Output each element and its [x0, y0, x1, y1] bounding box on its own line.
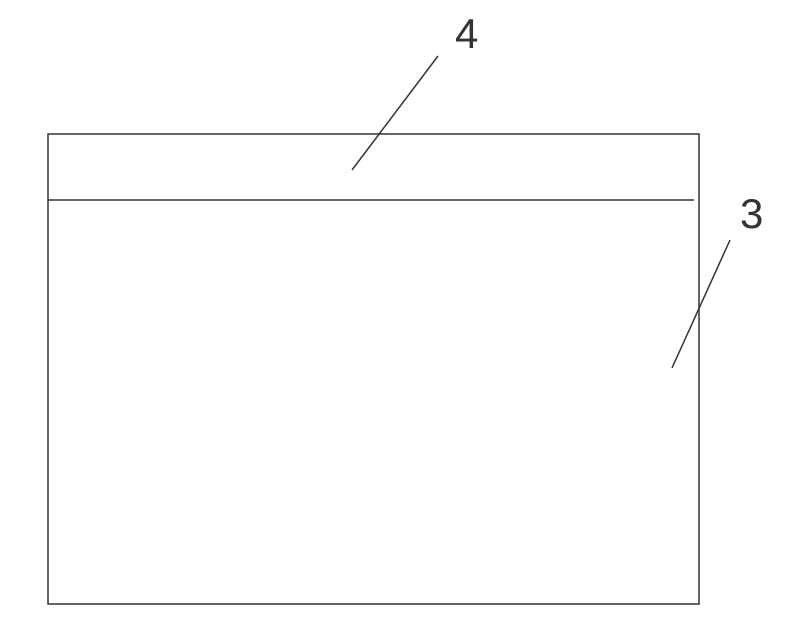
leader-4-label: 4: [455, 10, 478, 57]
leader-3: 3: [672, 190, 763, 368]
leader-3-line: [672, 240, 730, 368]
leader-4-line: [352, 56, 438, 170]
leader-4: 4: [352, 10, 478, 170]
outer-box: [48, 134, 699, 604]
leader-3-label: 3: [740, 190, 763, 237]
diagram-canvas: 4 3: [0, 0, 790, 631]
